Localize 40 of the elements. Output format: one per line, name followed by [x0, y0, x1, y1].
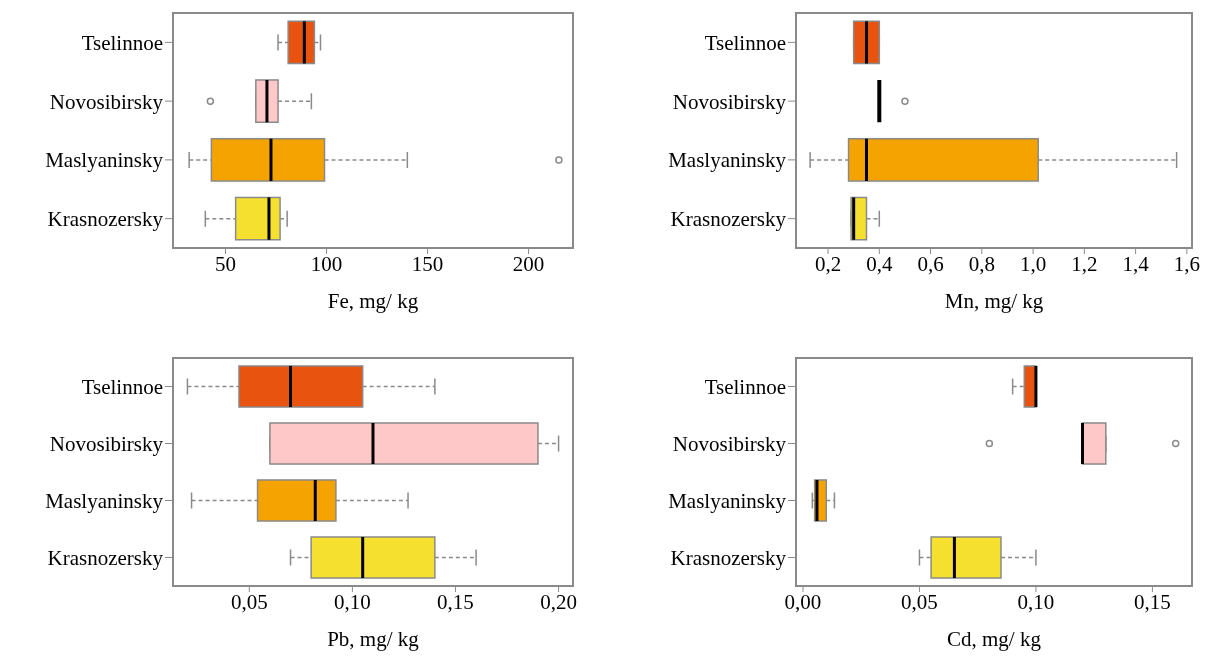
x-axis-title: Cd, mg/ kg [947, 627, 1042, 651]
x-tick-label: 0,15 [1134, 589, 1171, 614]
y-tick-label: Tselinnoe [81, 374, 163, 399]
y-tick-label: Maslyaninsky [668, 488, 787, 513]
y-tick-label: Novosibirsky [49, 431, 164, 456]
x-axis-title: Mn, mg/ kg [944, 289, 1044, 313]
x-tick-label: 100 [310, 251, 343, 276]
x-tick-label: 0,2 [814, 251, 842, 276]
x-tick-label: 1,6 [1173, 251, 1200, 276]
y-tick-label: Maslyaninsky [668, 148, 787, 173]
x-tick-label: 0,8 [968, 251, 995, 276]
x-tick-label: 0,15 [437, 589, 474, 614]
y-tick-label: Novosibirsky [49, 89, 164, 114]
y-tick-label: Krasnozersky [670, 207, 787, 232]
x-tick-label: 150 [411, 251, 444, 276]
y-tick-label: Tselinnoe [704, 374, 786, 399]
x-tick-label: 1,4 [1122, 251, 1150, 276]
y-tick-label: Krasnozersky [670, 545, 787, 570]
y-tick-label: Tselinnoe [704, 30, 786, 55]
y-tick-label: Tselinnoe [81, 30, 163, 55]
x-tick-label: 0,4 [866, 251, 893, 276]
x-tick-label: 200 [512, 251, 545, 276]
x-tick-label: 0,05 [901, 589, 938, 614]
x-tick-label: 0,10 [334, 589, 371, 614]
y-tick-label: Maslyaninsky [45, 488, 164, 513]
y-tick-label: Krasnozersky [47, 207, 164, 232]
x-axis-title: Fe, mg/ kg [327, 289, 419, 313]
x-tick-label: 0,20 [540, 589, 577, 614]
x-axis-title: Pb, mg/ kg [327, 627, 420, 651]
x-tick-label: 0,6 [917, 251, 944, 276]
x-tick-label: 0,10 [1017, 589, 1055, 614]
x-tick-label: 0,00 [784, 589, 822, 614]
x-tick-label: 0,05 [230, 589, 268, 614]
y-tick-label: Novosibirsky [672, 431, 787, 456]
y-tick-label: Maslyaninsky [45, 148, 164, 173]
y-tick-label: Krasnozersky [47, 545, 164, 570]
x-tick-label: 50 [215, 251, 237, 276]
x-tick-label: 1,0 [1019, 251, 1047, 276]
x-tick-label: 1,2 [1071, 251, 1098, 276]
y-tick-label: Novosibirsky [672, 89, 787, 114]
